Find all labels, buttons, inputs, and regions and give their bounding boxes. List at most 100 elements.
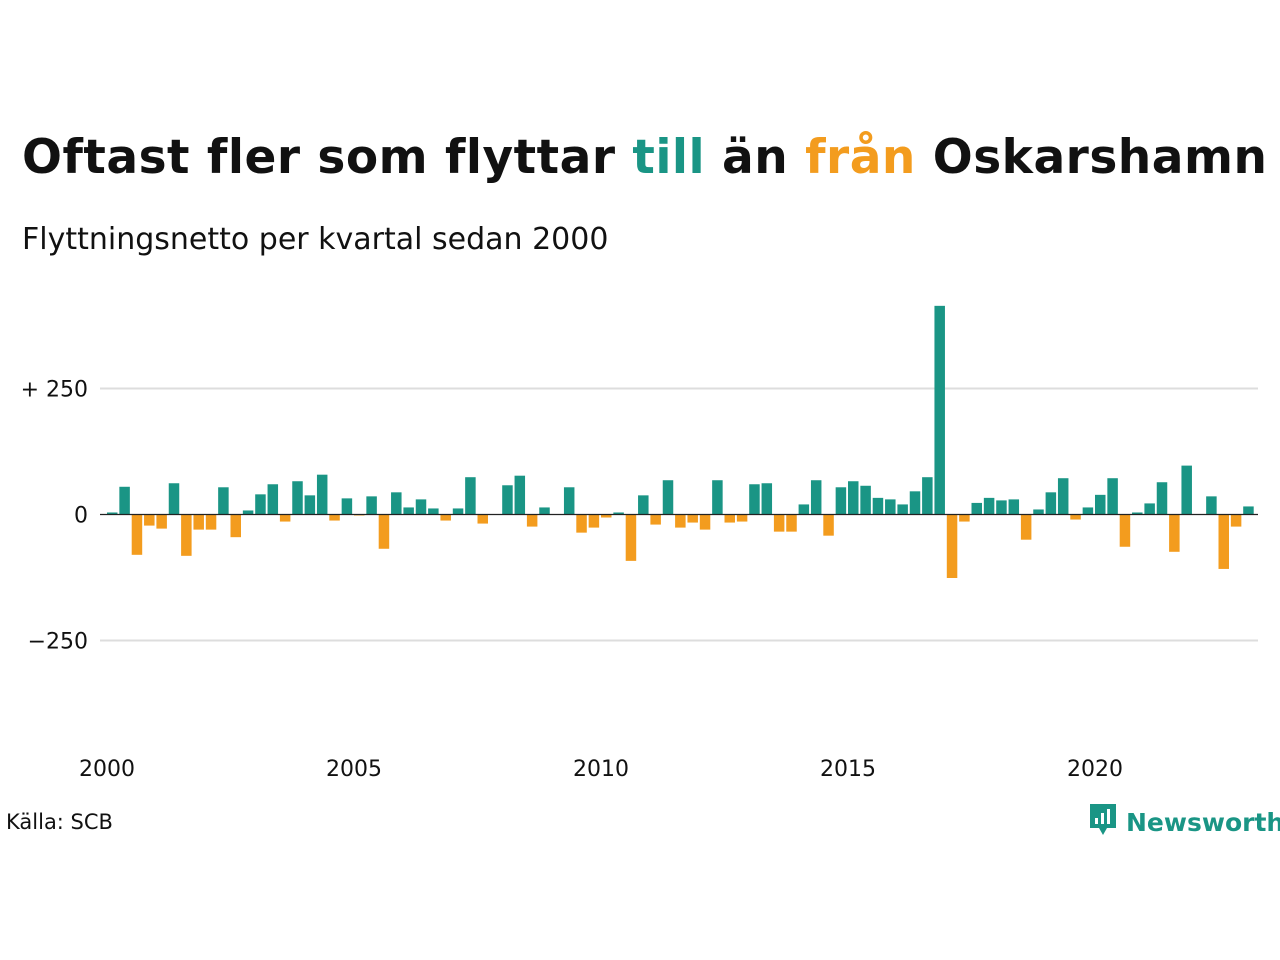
- bar: [378, 514, 390, 549]
- bar: [1107, 478, 1118, 515]
- bar: [1181, 465, 1192, 515]
- bar: [329, 514, 340, 521]
- bar: [897, 504, 908, 515]
- bar: [477, 514, 488, 524]
- bar: [181, 514, 192, 556]
- x-tick-label: 2010: [573, 757, 629, 782]
- bar: [563, 487, 575, 515]
- bar: [193, 514, 204, 530]
- bar: [922, 477, 933, 515]
- bar: [959, 514, 970, 522]
- bar: [465, 477, 476, 515]
- bar: [366, 496, 377, 515]
- x-tick-label: 2015: [820, 757, 876, 782]
- bar: [712, 480, 723, 515]
- bar: [662, 480, 674, 515]
- bar: [502, 485, 513, 515]
- bar: [267, 484, 279, 515]
- bar: [601, 514, 612, 518]
- bar: [341, 498, 353, 515]
- bar: [304, 495, 316, 515]
- y-tick-label: −250: [28, 630, 88, 655]
- bar: [230, 514, 241, 538]
- bars: [107, 305, 1254, 578]
- bar: [983, 497, 995, 515]
- newsworthy-chart-bubble-icon: [1088, 802, 1118, 842]
- bar: [1230, 514, 1242, 527]
- bar: [242, 510, 254, 515]
- bar: [1144, 503, 1155, 515]
- bar: [1057, 478, 1069, 515]
- bar: [539, 507, 550, 515]
- bar: [415, 499, 427, 515]
- bar: [1218, 514, 1229, 569]
- bar: [131, 514, 143, 555]
- bar: [1082, 507, 1094, 515]
- bar: [687, 514, 698, 523]
- bar: [613, 512, 624, 515]
- bar: [1243, 506, 1254, 515]
- bar: [1033, 509, 1044, 515]
- bar: [724, 514, 735, 523]
- bar: [514, 475, 526, 515]
- bar: [638, 495, 649, 515]
- bar: [699, 514, 711, 530]
- bar: [1132, 512, 1143, 515]
- bar: [391, 492, 402, 515]
- y-tick-label: + 250: [21, 378, 88, 403]
- bar: [971, 502, 982, 515]
- title-part-2: än: [705, 130, 806, 185]
- newsworthy-logo[interactable]: Newsworthy: [1088, 804, 1280, 840]
- bar: [946, 514, 958, 578]
- bar: [316, 474, 328, 515]
- bar: [835, 487, 847, 515]
- bar: [526, 514, 538, 527]
- title-fran: från: [805, 130, 916, 185]
- bar: [1008, 499, 1020, 515]
- bar: [1156, 482, 1168, 515]
- bar: [625, 514, 637, 561]
- bar: [452, 508, 464, 515]
- bar: [885, 499, 896, 515]
- bar: [996, 500, 1007, 515]
- bar: [786, 514, 797, 532]
- bar: [144, 514, 155, 526]
- bar: [168, 483, 180, 515]
- x-tick-label: 2000: [79, 757, 135, 782]
- bar: [1045, 492, 1057, 515]
- bar: [440, 514, 451, 521]
- bar: [675, 514, 686, 528]
- bar: [798, 504, 810, 515]
- x-tick-label: 2020: [1067, 757, 1123, 782]
- bar: [1095, 494, 1106, 515]
- bar: [823, 514, 834, 536]
- bar: [107, 512, 118, 515]
- bar: [1206, 496, 1217, 515]
- bar: [1169, 514, 1180, 552]
- bar: [909, 491, 921, 515]
- chart-subtitle: Flyttningsnetto per kvartal sedan 2000: [22, 222, 609, 257]
- bar: [934, 305, 945, 515]
- bar: [205, 514, 217, 530]
- title-till: till: [632, 130, 706, 185]
- axis-labels: + 250 0 −250 2000 2005 2010 2015 2020: [21, 378, 1123, 783]
- bar: [736, 514, 748, 522]
- bar: [1070, 514, 1081, 520]
- bar: [292, 481, 303, 515]
- bar: [576, 514, 587, 533]
- bar: [403, 507, 414, 515]
- bar-chart: + 250 0 −250 2000 2005 2010 2015 2020: [21, 305, 1258, 783]
- bar: [749, 484, 760, 515]
- y-tick-label: 0: [74, 504, 88, 529]
- chart-title: Oftast fler som flyttar till än från Osk…: [22, 132, 1267, 184]
- bar: [650, 514, 661, 525]
- title-part-1: Oftast fler som flyttar: [22, 130, 633, 185]
- gridlines: [100, 387, 1258, 642]
- bar: [156, 514, 167, 529]
- bar: [1020, 514, 1032, 540]
- bar: [255, 494, 266, 515]
- bar: [761, 483, 773, 515]
- x-tick-label: 2005: [326, 757, 382, 782]
- bar: [218, 487, 229, 515]
- bar: [1119, 514, 1131, 547]
